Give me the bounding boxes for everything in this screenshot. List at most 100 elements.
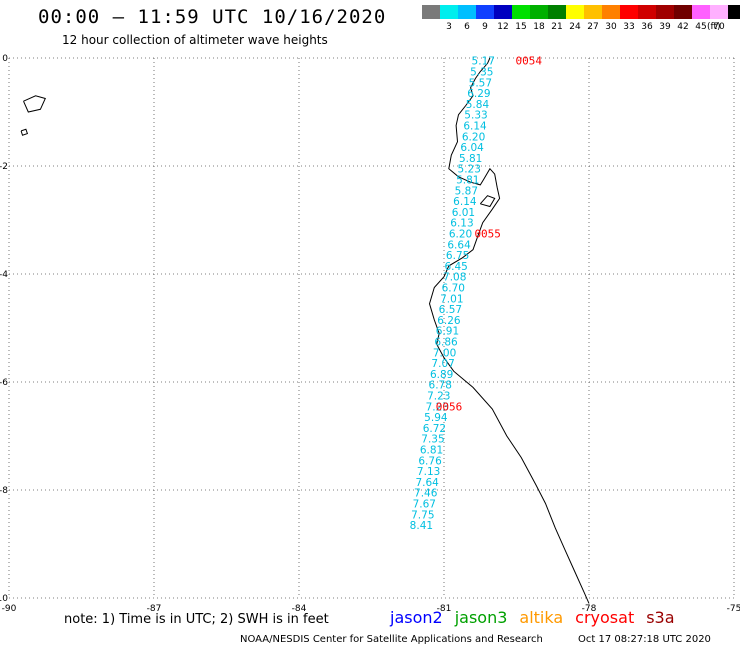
legend-item <box>422 5 440 32</box>
x-tick-label: -87 <box>147 604 162 614</box>
wave-height-value: 6.14 <box>463 121 487 133</box>
legend-item: 24 <box>566 5 584 32</box>
satellite-jason2: jason2 <box>390 608 443 627</box>
legend-swatch <box>584 5 602 19</box>
x-tick-label: -75 <box>727 604 740 614</box>
legend-swatch <box>422 5 440 19</box>
wave-height-value: 6.70 <box>442 283 465 295</box>
color-legend: 3 6 9 12 15 18 21 24 27 30 33 36 39 42 45 70 <box>422 5 740 32</box>
wave-height-value: 6.86 <box>434 337 458 349</box>
wave-height-value: 7.23 <box>426 401 449 413</box>
wave-height-value: 5.94 <box>424 412 448 424</box>
island-outline <box>23 95 46 113</box>
island-outline <box>20 128 29 136</box>
wave-height-value: 6.78 <box>429 380 452 392</box>
wave-height-value: 7.01 <box>440 293 463 305</box>
legend-swatch <box>638 5 656 19</box>
legend-swatch <box>674 5 692 19</box>
legend-swatch <box>494 5 512 19</box>
legend-swatch <box>512 5 530 19</box>
wave-height-value: 6.72 <box>423 423 446 435</box>
x-tick-label: -78 <box>582 604 597 614</box>
x-tick-label: -84 <box>292 604 307 614</box>
wave-height-value: 6.75 <box>446 250 469 262</box>
pass-time-label: 0056 <box>436 400 463 413</box>
legend-label: 36 <box>641 22 653 32</box>
grid-lines <box>8 57 735 599</box>
satellite-cryosat: cryosat <box>575 608 635 627</box>
legend-swatch <box>602 5 620 19</box>
wave-height-layer: 5.175.355.576.295.845.336.146.206.045.81… <box>410 56 495 532</box>
legend-item: 18 <box>530 5 548 32</box>
legend-item: 30 <box>602 5 620 32</box>
y-tick-label: -4 <box>0 270 8 280</box>
wave-height-value: 6.57 <box>439 304 462 316</box>
legend-label: 42 <box>677 22 689 32</box>
wave-height-value: 5.57 <box>469 77 492 89</box>
legend-item: 21 <box>548 5 566 32</box>
pass-time-label: 0054 <box>516 55 543 68</box>
wave-height-value: 7.46 <box>414 488 438 500</box>
legend-label: 15 <box>515 22 527 32</box>
wave-height-value: 6.14 <box>453 196 477 208</box>
wave-height-value: 5.81 <box>456 175 479 187</box>
legend-item: 27 <box>584 5 602 32</box>
legend-swatch <box>656 5 674 19</box>
legend-label: 6 <box>464 22 470 32</box>
legend-swatch <box>548 5 566 19</box>
satellite-altika: altika <box>519 608 564 627</box>
y-tick-label: -6 <box>0 378 8 388</box>
legend-label: 27 <box>587 22 599 32</box>
y-tick-label: -2 <box>0 162 8 172</box>
legend-item: 70 <box>710 5 728 32</box>
wave-height-value: 6.76 <box>418 455 442 467</box>
legend-item: 36 <box>638 5 656 32</box>
y-tick-label: -8 <box>0 486 8 496</box>
time-label-layer: 0054 0055 0056 <box>436 55 543 414</box>
legend-unit-label: (ft) <box>707 22 721 32</box>
legend-item: 39 <box>656 5 674 32</box>
legend-swatch <box>566 5 584 19</box>
wave-height-value: 7.64 <box>415 477 439 489</box>
legend-swatch <box>458 5 476 19</box>
wave-height-value: 7.07 <box>431 358 454 370</box>
wave-height-value: 6.26 <box>437 315 461 327</box>
pass-time-label: 0055 <box>474 228 501 241</box>
legend-swatch <box>476 5 494 19</box>
coastline-layer <box>20 57 590 604</box>
wave-height-value: 6.81 <box>420 445 443 457</box>
island-outline <box>479 195 496 208</box>
wave-height-value: 6.45 <box>444 261 467 273</box>
credit-line: NOAA/NESDIS Center for Satellite Applica… <box>240 634 543 645</box>
wave-height-value: 5.84 <box>466 99 490 111</box>
wave-height-value: 5.23 <box>458 164 481 176</box>
legend-label: 21 <box>551 22 563 32</box>
wave-height-value: 6.13 <box>450 218 473 230</box>
x-tick-label: -81 <box>437 604 452 614</box>
legend-label: 12 <box>497 22 509 32</box>
y-tick-label: -10 <box>0 594 8 604</box>
legend-label: 30 <box>605 22 617 32</box>
legend-item: 12 <box>494 5 512 32</box>
satellite-legend: jason2 jason3 altika cryosat s3a <box>390 608 687 627</box>
legend-swatch <box>728 5 740 19</box>
wave-height-value: 6.89 <box>430 369 453 381</box>
wave-height-value: 6.29 <box>467 88 490 100</box>
map-title: 00:00 – 11:59 UTC 10/16/2020 <box>38 6 387 28</box>
satellite-s3a: s3a <box>646 608 675 627</box>
wave-height-value: 8.41 <box>410 520 433 532</box>
legend-label: 3 <box>446 22 452 32</box>
legend-label: 45 <box>695 22 707 32</box>
legend-item: 33 <box>620 5 638 32</box>
coastline <box>428 57 590 604</box>
legend-item: 9 <box>476 5 494 32</box>
wave-height-value: 5.17 <box>472 56 495 68</box>
legend-label: 24 <box>569 22 581 32</box>
legend-swatch <box>692 5 710 19</box>
legend-item: 15 <box>512 5 530 32</box>
axis-tick-labels: -90 -87 -84 -81 -78 -75 0 -2 -4 -6 -8 -10 <box>0 54 740 614</box>
wave-height-value: 6.20 <box>462 131 485 143</box>
wave-height-value: 6.20 <box>449 229 472 241</box>
wave-height-value: 7.00 <box>433 347 456 359</box>
wave-height-value: 6.91 <box>436 326 459 338</box>
